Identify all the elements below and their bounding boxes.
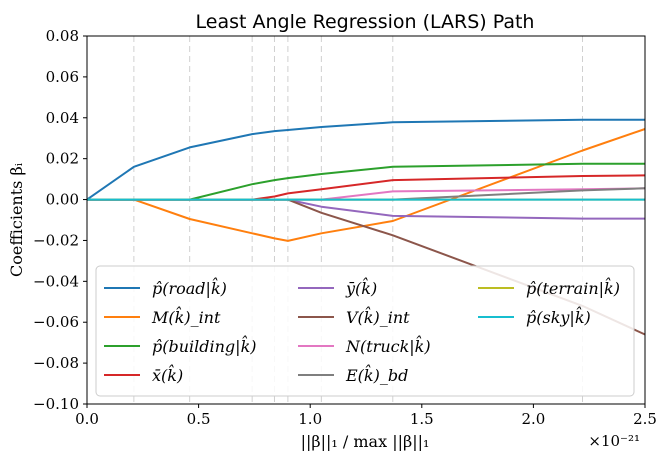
legend: p̂(road|k̂) M(k̂)_int p̂(building|k̂) x̄(k̂… <box>95 265 635 397</box>
y-tick-label: 0.02 <box>46 150 79 168</box>
x-axis-ticks: 0.0 0.5 1.0 1.5 2.0 2.5 <box>75 404 657 428</box>
x-tick-label: 2.5 <box>633 410 657 428</box>
y-tick-label: −0.10 <box>33 395 79 413</box>
y-tick-label: −0.08 <box>33 354 79 372</box>
x-tick-label: 0.5 <box>187 410 211 428</box>
y-tick-label: −0.04 <box>33 272 79 290</box>
legend-entry: x̄(k̂) <box>152 365 183 385</box>
x-tick-label: 1.0 <box>298 410 322 428</box>
series-line-5 <box>87 198 645 220</box>
y-tick-label: 0.06 <box>46 68 79 86</box>
legend-box <box>95 265 635 397</box>
legend-entry: E(k̂)_bd <box>345 365 408 385</box>
legend-entry: N(truck|k̂) <box>345 336 431 356</box>
x-tick-label: 2.0 <box>521 410 545 428</box>
y-tick-label: 0.08 <box>46 27 79 45</box>
y-axis-ticks: −0.10 −0.08 −0.06 −0.04 −0.02 0.00 0.02 0.04 0.0… <box>33 27 87 413</box>
y-axis-label: Coefficients βᵢ <box>7 163 26 277</box>
chart-title: Least Angle Regression (LARS) Path <box>196 11 535 33</box>
series-line-4 <box>87 174 646 201</box>
series-line-2 <box>87 128 646 242</box>
legend-entry: p̂(building|k̂) <box>152 336 257 356</box>
legend-entry: V(k̂)_int <box>346 307 410 327</box>
legend-entry: p̂(sky|k̂) <box>526 307 591 327</box>
plot-frame <box>86 35 646 405</box>
legend-entry: p̂(road|k̂) <box>152 278 227 298</box>
legend-entry: ȳ(k̂) <box>345 278 377 298</box>
x-tick-label: 1.5 <box>410 410 434 428</box>
legend-entry: M(k̂)_int <box>151 307 221 327</box>
y-tick-label: −0.02 <box>33 231 79 249</box>
y-tick-label: −0.06 <box>33 313 79 331</box>
legend-entry: p̂(terrain|k̂) <box>526 278 620 298</box>
series-line-1 <box>86 118 645 201</box>
x-tick-label: 0.0 <box>75 410 99 428</box>
x-scale-factor: ×10⁻²¹ <box>588 432 640 450</box>
y-tick-label: 0.00 <box>46 191 79 209</box>
x-axis-label: ||β||₁ / max ||β||₁ <box>301 432 430 451</box>
series-line-7 <box>87 187 646 201</box>
y-tick-label: 0.04 <box>46 109 79 127</box>
series-line-3 <box>87 162 645 201</box>
